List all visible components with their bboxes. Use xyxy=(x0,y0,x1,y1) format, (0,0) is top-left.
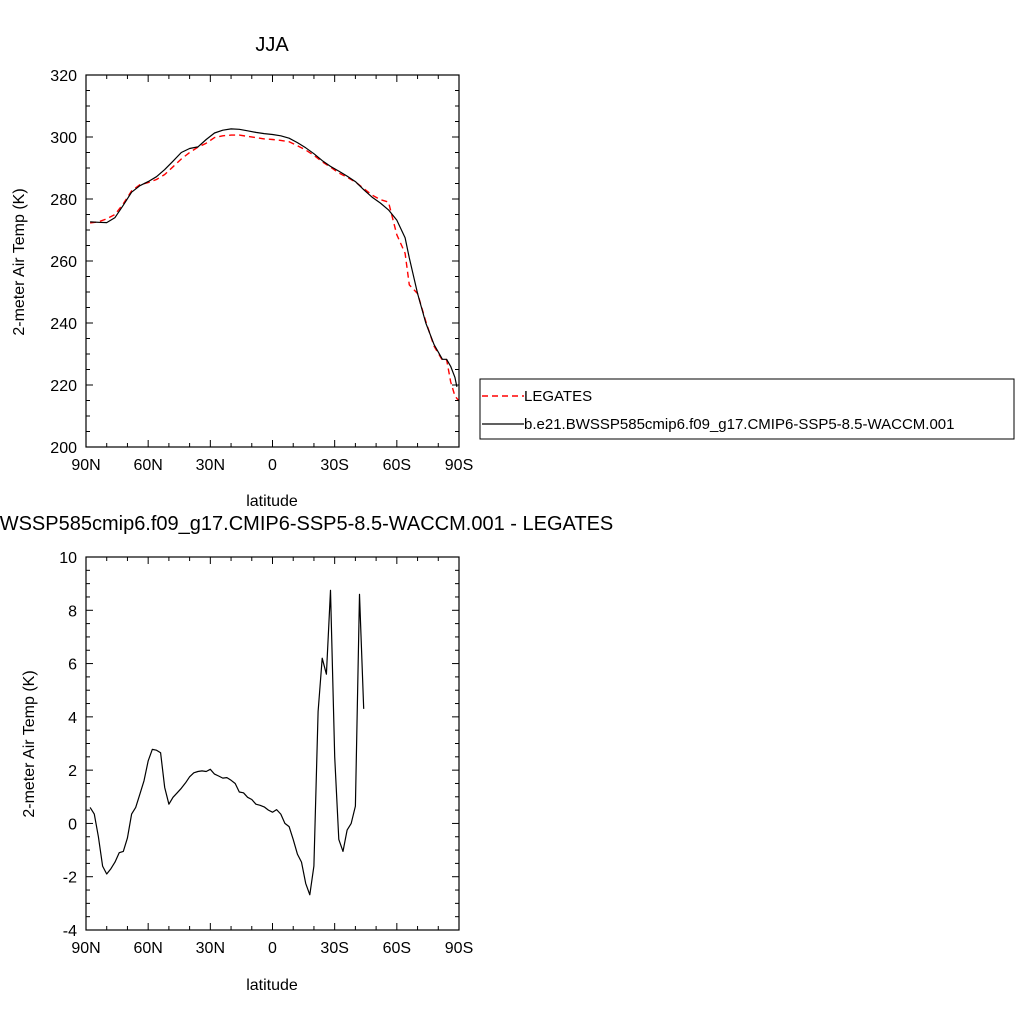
bottom-panel: b.e21.BWSSP585cmip6.f09_g17.CMIP6-SSP5-8… xyxy=(0,513,613,994)
top-x-tick-label: 60N xyxy=(133,457,162,474)
bottom-x-tick-label: 30N xyxy=(196,940,225,957)
bottom-x-tick-label: 0 xyxy=(268,940,277,957)
top-y-tick-label: 240 xyxy=(50,316,77,333)
top-chart-title: JJA xyxy=(255,34,289,56)
top-y-tick-label: 320 xyxy=(50,68,77,85)
bottom-x-tick-label: 90S xyxy=(445,940,473,957)
bottom-x-tick-label: 60S xyxy=(383,940,411,957)
legend-label-model: b.e21.BWSSP585cmip6.f09_g17.CMIP6-SSP5-8… xyxy=(524,416,954,433)
legend-label-legates: LEGATES xyxy=(524,388,592,405)
bottom-y-tick-label: 10 xyxy=(59,550,77,567)
top-series-line-model xyxy=(90,128,458,388)
bottom-series-group xyxy=(89,589,365,896)
top-axes: 90N 60N 30N 0 30S 60S 90S 200 220 240 260 280 300 320 xyxy=(50,68,473,474)
bottom-y-tick-label: 8 xyxy=(68,603,77,620)
bottom-y-tick-label: -2 xyxy=(63,870,77,887)
top-x-tick-label: 30S xyxy=(320,457,348,474)
bottom-x-tick-label: 90N xyxy=(71,940,100,957)
top-x-tick-label: 90S xyxy=(445,457,473,474)
bottom-y-tick-label: 4 xyxy=(68,710,77,727)
bottom-x-tick-label: 30S xyxy=(320,940,348,957)
bottom-x-tick-label: 60N xyxy=(133,940,162,957)
top-y-axis-label: 2-meter Air Temp (K) xyxy=(11,188,28,335)
bottom-series-line-difference xyxy=(89,589,365,896)
top-series-group xyxy=(90,128,460,402)
top-y-tick-label: 220 xyxy=(50,378,77,395)
top-panel: JJA 90N 60N 30N 0 30S 60S 90S 200 220 240 260 280 30… xyxy=(11,34,473,510)
bottom-y-tick-label: -4 xyxy=(63,923,77,940)
bottom-plot-frame xyxy=(85,556,460,931)
top-x-tick-label: 0 xyxy=(268,457,277,474)
bottom-y-tick-label: 6 xyxy=(68,657,77,674)
top-y-tick-label: 280 xyxy=(50,192,77,209)
top-series-line-legates xyxy=(90,134,460,402)
legend: LEGATES b.e21.BWSSP585cmip6.f09_g17.CMIP… xyxy=(479,378,1015,440)
top-x-tick-label: 30N xyxy=(196,457,225,474)
legend-frame xyxy=(479,378,1015,440)
top-y-tick-label: 200 xyxy=(50,440,77,457)
top-y-tick-label: 300 xyxy=(50,130,77,147)
top-x-tick-label: 60S xyxy=(383,457,411,474)
bottom-y-tick-label: 2 xyxy=(68,763,77,780)
top-x-tick-label: 90N xyxy=(71,457,100,474)
bottom-y-axis-label: 2-meter Air Temp (K) xyxy=(21,670,38,817)
top-y-tick-label: 260 xyxy=(50,254,77,271)
bottom-y-tick-label: 0 xyxy=(68,816,77,833)
top-plot-frame xyxy=(85,74,460,448)
bottom-chart-title: b.e21.BWSSP585cmip6.f09_g17.CMIP6-SSP5-8… xyxy=(0,513,613,535)
top-x-axis-label: latitude xyxy=(246,493,298,510)
bottom-x-axis-label: latitude xyxy=(246,977,298,994)
bottom-axes: 90N 60N 30N 0 30S 60S 90S -4 -2 0 2 4 6 8 10 xyxy=(59,550,473,957)
